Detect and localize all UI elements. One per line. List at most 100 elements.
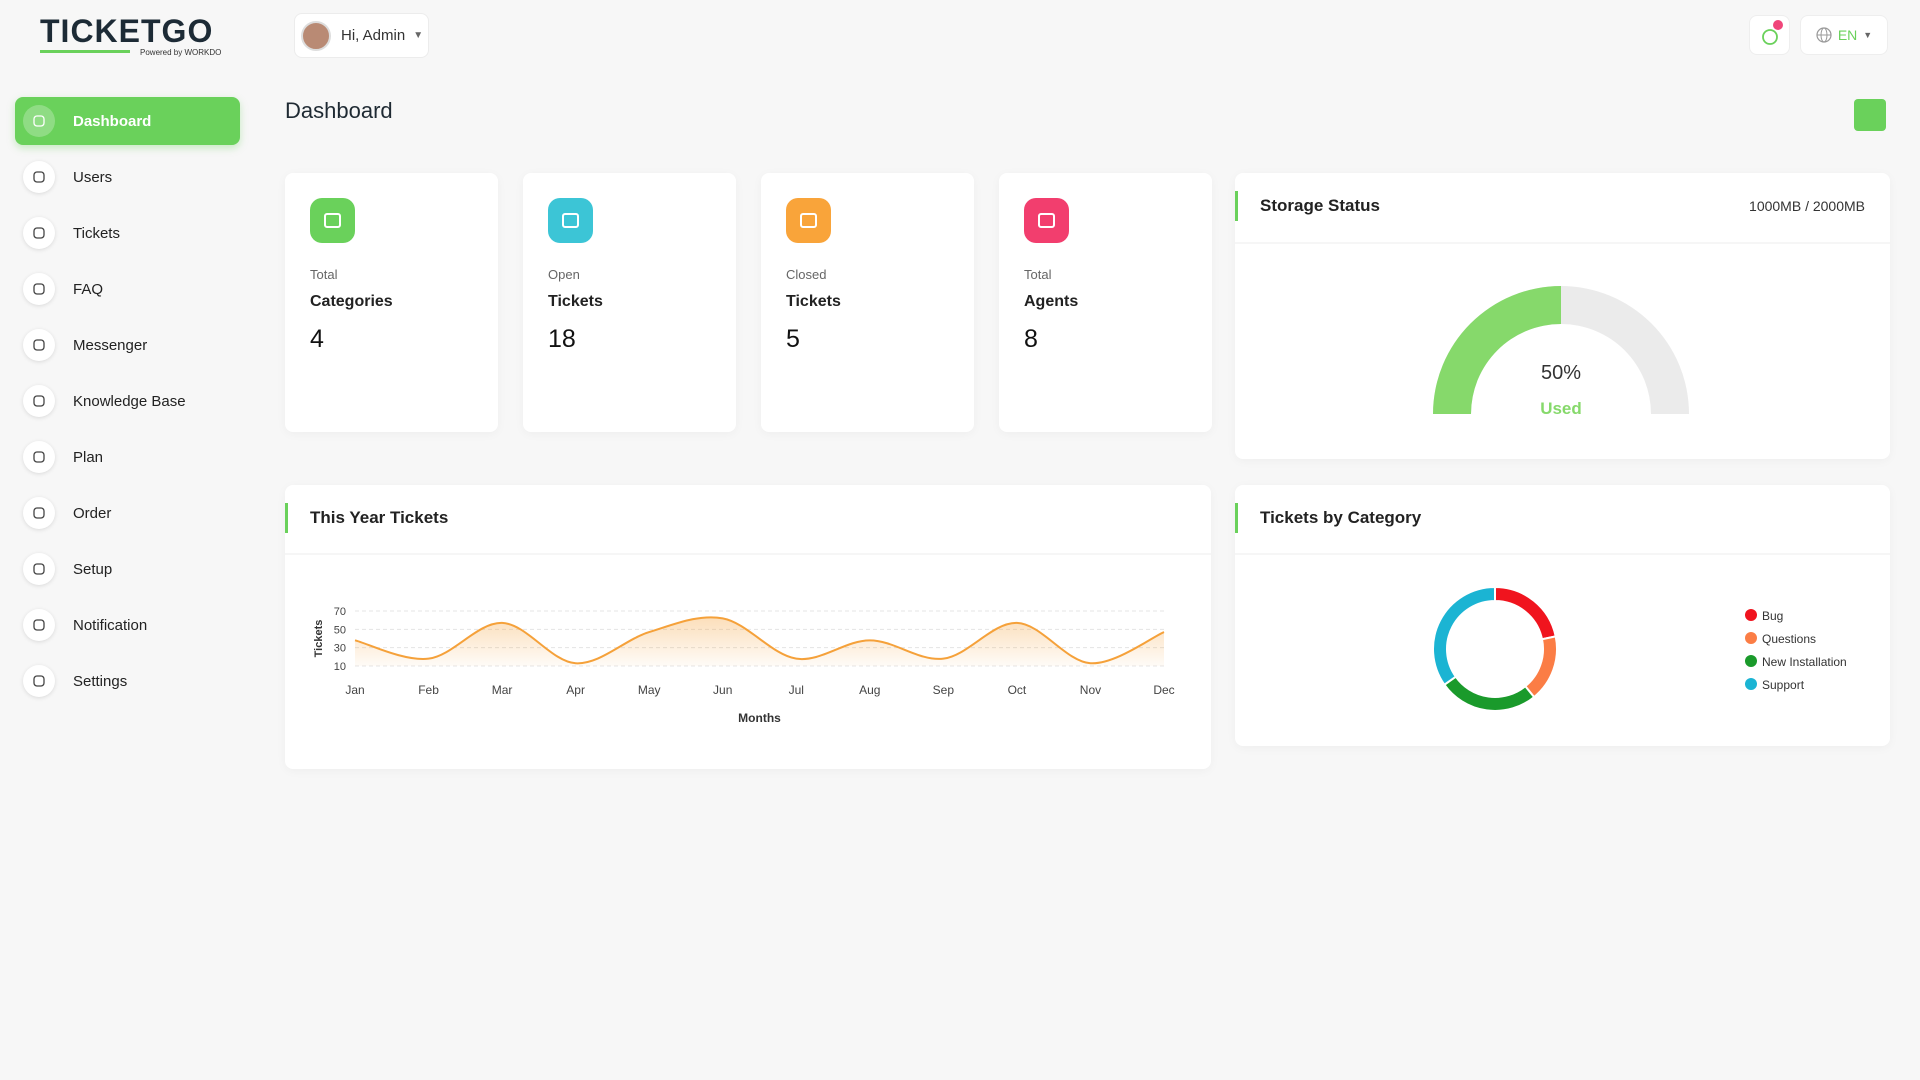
x-tick-label: Oct <box>1008 683 1027 697</box>
stat-value: 18 <box>548 325 576 353</box>
stat-caption: Total <box>310 267 338 282</box>
stat-icon <box>548 198 593 243</box>
nav-label: Users <box>73 168 113 186</box>
chart-title: Storage Status <box>1260 196 1380 215</box>
nav-item[interactable]: Plan <box>15 433 240 481</box>
nav-item[interactable]: Users <box>15 153 240 201</box>
glyph <box>33 563 45 575</box>
y-tick-label: 50 <box>334 624 346 636</box>
notification-dot <box>1773 20 1783 30</box>
y-axis-label: Tickets <box>313 620 325 658</box>
title-accent <box>1235 503 1238 533</box>
stat-label: Agents <box>1024 293 1079 310</box>
glyph <box>33 171 45 183</box>
avatar <box>301 20 331 51</box>
icon-glyph <box>33 339 45 351</box>
glyph <box>33 339 45 351</box>
nav-item[interactable]: Setup <box>15 545 240 593</box>
gauge-label: Used <box>1540 399 1582 418</box>
glyph <box>33 507 45 519</box>
line-area <box>355 617 1164 666</box>
x-tick-label: Sep <box>933 683 955 697</box>
nav-item[interactable]: Knowledge Base <box>15 377 240 425</box>
nav-item[interactable]: Tickets <box>15 209 240 257</box>
icon-glyph <box>33 227 45 239</box>
language-select[interactable]: EN ▼ <box>1800 15 1888 55</box>
icon-glyph <box>33 675 45 687</box>
stat-value: 5 <box>786 325 800 353</box>
nav-icon <box>23 217 55 249</box>
glyph <box>800 213 817 228</box>
stat-value: 8 <box>1024 325 1038 353</box>
glyph <box>1038 213 1055 228</box>
glyph <box>33 395 45 407</box>
logo[interactable]: TICKETGO Powered by WORKDO <box>40 14 230 57</box>
x-tick-label: Mar <box>492 683 513 697</box>
nav-label: Dashboard <box>73 112 152 130</box>
icon-glyph <box>33 619 45 631</box>
icon-glyph <box>33 507 45 519</box>
legend-swatch <box>1745 655 1757 667</box>
stat-label: Tickets <box>786 293 841 310</box>
title-accent <box>285 503 288 533</box>
nav-item[interactable]: Messenger <box>15 321 240 369</box>
chat-icon <box>1762 29 1778 45</box>
stat-icon <box>786 198 831 243</box>
legend-label: Questions <box>1762 632 1816 646</box>
legend-swatch <box>1745 632 1757 644</box>
stat-icon <box>1024 198 1069 243</box>
stat-card: Open Tickets 18 <box>523 173 736 432</box>
nav-item[interactable]: Order <box>15 489 240 537</box>
language: EN <box>1837 27 1858 43</box>
nav-icon <box>23 609 55 641</box>
glyph <box>33 227 45 239</box>
stat-value: 4 <box>310 325 324 353</box>
nav-label: Plan <box>73 448 104 466</box>
nav-item[interactable]: Dashboard <box>15 97 240 145</box>
stat-card: Total Agents 8 <box>999 173 1212 432</box>
icon-glyph <box>33 283 45 295</box>
chevron: ▼ <box>1863 30 1873 40</box>
nav-item[interactable]: Notification <box>15 601 240 649</box>
gauge-fill <box>1433 286 1561 414</box>
nav-icon <box>23 665 55 697</box>
logo-underline <box>40 50 130 53</box>
user-menu[interactable]: Hi, Admin ▼ <box>294 13 429 58</box>
brand-name: TICKETGO <box>40 13 214 49</box>
icon-glyph <box>33 395 45 407</box>
nav-label: FAQ <box>73 280 104 298</box>
messages-button[interactable] <box>1749 15 1790 55</box>
nav-item[interactable]: FAQ <box>15 265 240 313</box>
nav-icon <box>23 161 55 193</box>
nav-label: Tickets <box>73 224 120 242</box>
tickets-card: This Year Tickets 10 30 50 70 Jan Feb Mar Apr May… <box>285 485 1211 769</box>
icon-glyph <box>33 451 45 463</box>
donut-segment <box>1523 635 1558 699</box>
x-tick-label: Feb <box>418 683 439 697</box>
stat-icon <box>310 198 355 243</box>
globe-icon <box>1816 27 1832 43</box>
nav-icon <box>23 553 55 585</box>
nav-label: Settings <box>73 672 128 690</box>
copy-button[interactable] <box>1854 99 1886 131</box>
x-axis-label: Months <box>738 711 781 725</box>
brand-tagline: Powered by WORKDO <box>140 48 222 57</box>
nav-item[interactable]: Settings <box>15 657 240 705</box>
legend-swatch <box>1745 609 1757 621</box>
chart-title: This Year Tickets <box>310 508 448 527</box>
y-tick-label: 10 <box>334 661 346 673</box>
glyph <box>33 115 45 127</box>
stat-card: Closed Tickets 5 <box>761 173 974 432</box>
nav-icon <box>23 441 55 473</box>
sidebar: Dashboard Users Tickets FAQ Messenger Knowled… <box>15 97 240 713</box>
glyph <box>33 675 45 687</box>
stat-caption: Open <box>548 267 580 282</box>
nav-icon <box>23 497 55 529</box>
nav-icon <box>23 329 55 361</box>
glyph <box>33 283 45 295</box>
icon-glyph <box>33 563 45 575</box>
gauge-value: 50% <box>1541 362 1581 384</box>
donut-segment <box>1494 585 1557 641</box>
chevron: ▼ <box>413 30 424 41</box>
